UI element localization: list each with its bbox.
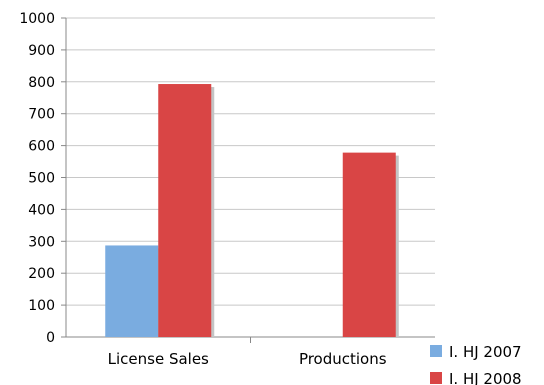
x-category-label: License Sales — [108, 350, 209, 368]
legend-swatch — [430, 372, 442, 384]
bar-2-2 — [342, 152, 396, 337]
y-tick-label: 600 — [28, 139, 55, 155]
bar-2-1 — [158, 84, 212, 338]
legend-label: I. HJ 2007 — [449, 343, 522, 361]
y-tick-label: 700 — [28, 107, 55, 123]
y-tick-label: 300 — [28, 234, 55, 250]
bar-1-1 — [105, 245, 159, 337]
y-tick-label: 1000 — [19, 11, 55, 27]
y-tick-label: 500 — [28, 171, 55, 187]
y-tick-label: 0 — [46, 330, 55, 346]
y-tick-label: 400 — [28, 202, 55, 218]
y-tick-label: 100 — [28, 298, 55, 314]
x-category-label: Productions — [299, 350, 387, 368]
y-tick-label: 900 — [28, 43, 55, 59]
y-tick-label: 800 — [28, 75, 55, 91]
legend-swatch — [430, 345, 442, 357]
y-tick-label: 200 — [28, 266, 55, 282]
legend-label: I. HJ 2008 — [449, 370, 522, 385]
